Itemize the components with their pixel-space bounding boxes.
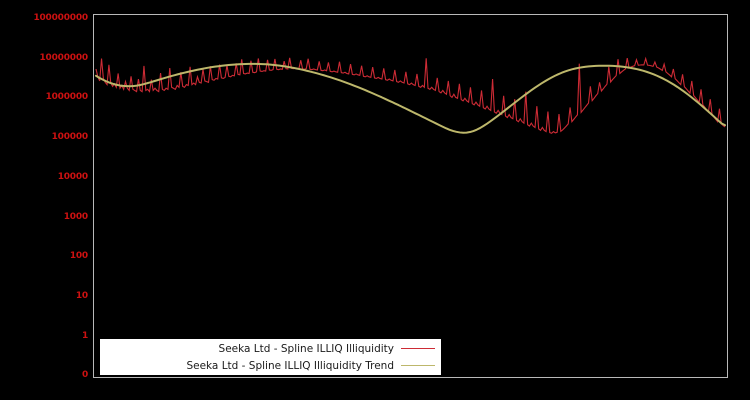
y-axis-tick-10000000: 10000000 — [39, 52, 89, 63]
legend-entry-1: Seeka Ltd - Spline ILLIQ Illiquidity Tre… — [101, 357, 440, 374]
y-axis-tick-10: 10 — [75, 290, 88, 301]
legend-label-0: Seeka Ltd - Spline ILLIQ Illiquidity — [218, 342, 394, 355]
y-axis-tick-labels: 100000000 10000000 1000000 100000 10000 1000 1… — [0, 0, 88, 400]
legend-color-swatch-illiquidity — [401, 348, 435, 349]
y-axis-tick-100000000: 100000000 — [33, 13, 88, 23]
series-group — [95, 56, 726, 134]
y-axis-tick-1: 1 — [81, 330, 88, 341]
y-axis-tick-10000: 10000 — [57, 171, 89, 182]
y-axis-tick-1000000: 1000000 — [45, 92, 89, 103]
legend-entry-0: Seeka Ltd - Spline ILLIQ Illiquidity — [101, 340, 440, 357]
legend-label-1: Seeka Ltd - Spline ILLIQ Illiquidity Tre… — [186, 359, 394, 372]
legend-color-swatch-trend — [401, 365, 435, 366]
y-axis-tick-0: 0 — [81, 370, 88, 381]
plot-area — [93, 14, 728, 378]
series-illiquidity-line — [95, 56, 726, 134]
y-axis-tick-100000: 100000 — [51, 132, 89, 143]
series-illiquidity-trend-line — [95, 62, 726, 134]
y-axis-tick-1000: 1000 — [63, 211, 88, 222]
y-axis-tick-100: 100 — [69, 251, 88, 262]
chart-legend: Seeka Ltd - Spline ILLIQ Illiquidity See… — [100, 339, 441, 375]
